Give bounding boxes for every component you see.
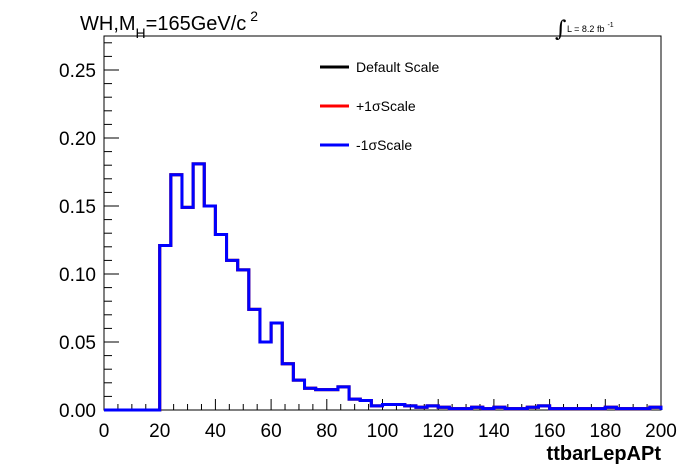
lumi-value: L = 8.2 fb	[567, 24, 604, 34]
chart-title-superscript: 2	[250, 8, 258, 24]
chart-title: WH,MH=165GeV/c 2	[80, 8, 258, 41]
legend-label-plus1sigma: +1σScale	[356, 98, 416, 114]
x-tick-label: 140	[478, 421, 510, 442]
x-tick-label: 160	[534, 421, 566, 442]
y-tick-label: 0.00	[59, 401, 96, 422]
x-tick-label: 40	[205, 421, 226, 442]
x-tick-label: 200	[645, 421, 677, 442]
chart-title-rest: =165GeV/c	[146, 13, 247, 35]
histogram-line-minus1sigma	[104, 162, 663, 412]
legend-label-minus1sigma: -1σScale	[356, 137, 412, 153]
chart-title-subscript: H	[136, 25, 146, 41]
x-tick-label: 60	[261, 421, 282, 442]
x-tick-label: 180	[589, 421, 621, 442]
y-tick-label: 0.05	[59, 333, 96, 354]
legend-label-default: Default Scale	[356, 59, 439, 75]
lumi-label: L = 8.2 fb -1	[567, 22, 614, 34]
histogram-series	[104, 162, 663, 412]
y-tick-label: 0.10	[59, 265, 96, 286]
lumi-integral-symbol: ∫	[555, 17, 567, 42]
lumi-unit-superscript: -1	[607, 22, 613, 29]
x-axis-label: ttbarLepAPt	[547, 443, 662, 465]
y-axis-tick-labels: 0.00 0.05 0.10 0.15 0.20 0.25	[59, 61, 96, 422]
x-tick-label: 80	[316, 421, 337, 442]
y-tick-label: 0.15	[59, 197, 96, 218]
chart-title-main: WH,M	[80, 13, 136, 35]
histogram-line-plus1sigma	[104, 162, 663, 412]
x-tick-label: 0	[99, 421, 110, 442]
x-tick-label: 120	[422, 421, 454, 442]
x-tick-label: 100	[367, 421, 399, 442]
y-axis-ticks	[104, 42, 119, 411]
y-tick-label: 0.20	[59, 129, 96, 150]
plot-frame	[103, 35, 662, 411]
histogram-line-default	[104, 162, 663, 412]
x-tick-label: 20	[149, 421, 170, 442]
y-tick-label: 0.25	[59, 61, 96, 82]
legend: Default Scale +1σScale -1σScale	[320, 59, 439, 153]
x-axis-tick-labels: 0 20 40 60 80 100 120 140 160 180 200	[99, 421, 677, 442]
